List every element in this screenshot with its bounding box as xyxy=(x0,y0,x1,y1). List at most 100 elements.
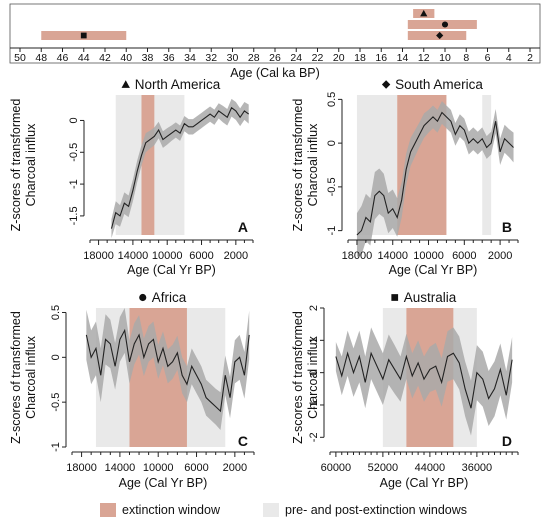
y-axis-label: Z-scores of transformed xyxy=(9,311,23,444)
panel-title-text: Australia xyxy=(404,290,457,305)
x-tick-label: 6000 xyxy=(184,462,208,474)
panel-south-america: South America B Z-scores of transformed … xyxy=(291,77,519,277)
confidence-band xyxy=(335,327,513,436)
y-tick-label: -1 xyxy=(50,442,62,452)
panel-australia: Australia D Z-scores of transformed Char… xyxy=(291,290,519,490)
legend-extinction-label: extinction window xyxy=(122,503,221,517)
timeline-tick-label: 34 xyxy=(184,52,196,64)
timeline-tick-label: 48 xyxy=(35,52,47,64)
panel-title-text: South America xyxy=(395,77,483,92)
timeline-tick-label: 44 xyxy=(78,52,90,64)
timeline-frame xyxy=(9,3,541,64)
timeline-tick-label: 14 xyxy=(397,52,409,64)
y-tick-label: 0.5 xyxy=(326,92,338,107)
timeline-triangle-icon xyxy=(420,9,428,17)
panel-title: Australia xyxy=(391,290,457,305)
circle-icon xyxy=(139,293,147,302)
series-line xyxy=(356,111,514,236)
x-tick-label: 6000 xyxy=(189,250,213,262)
timeline-tick-label: 2 xyxy=(527,52,533,64)
age-timeline: 50 48 46 44 42 40 38 36 34 32 30 28 26 24 22 20 18 16 14 12… xyxy=(9,3,541,80)
timeline-tick-label: 38 xyxy=(142,52,154,64)
y-tick-label: -1 xyxy=(308,400,320,410)
y-tick-label: -0.5 xyxy=(326,177,338,196)
timeline-tick-label: 10 xyxy=(439,52,451,64)
panel-title: North America xyxy=(121,77,221,92)
timeline-diamond-icon xyxy=(436,31,444,40)
timeline-tick-label: 18 xyxy=(354,52,366,64)
y-tick-label: -1 xyxy=(326,226,338,236)
x-tick-label: 36000 xyxy=(462,462,493,474)
y-axis-label-line2: Charcoal influx xyxy=(306,335,320,418)
x-tick-label: 6000 xyxy=(452,250,476,262)
timeline-square-icon xyxy=(80,32,87,39)
circle-marker xyxy=(139,293,147,302)
x-tick-label: 60000 xyxy=(321,462,352,474)
diamond-icon xyxy=(381,80,391,89)
y-tick-label: 0 xyxy=(68,117,80,123)
timeline-tick-label: 6 xyxy=(485,52,491,64)
triangle-marker xyxy=(121,80,130,88)
y-tick-label: 2 xyxy=(308,305,320,311)
x-tick-label: 10000 xyxy=(413,250,444,262)
panel-title: Africa xyxy=(139,290,187,305)
timeline-tick-label: 12 xyxy=(418,52,430,64)
timeline-tick-label: 46 xyxy=(57,52,69,64)
timeline-ranges xyxy=(41,9,477,40)
x-tick-label: 18000 xyxy=(83,250,114,262)
timeline-ticks: 50 48 46 44 42 40 38 36 34 32 30 28 26 24 22 20 18 16 14 12… xyxy=(14,48,533,64)
timeline-tick-label: 26 xyxy=(269,52,281,64)
timeline-tick-label: 50 xyxy=(14,52,26,64)
timeline-tick-label: 24 xyxy=(290,52,302,64)
x-axis-label: Age (Cal Yr BP) xyxy=(389,263,478,277)
y-axis-label-line2: Charcoal influx xyxy=(306,123,320,206)
x-tick-label: 44000 xyxy=(415,462,446,474)
legend: extinction window pre- and post-extincti… xyxy=(100,503,467,517)
y-tick-label: -1.5 xyxy=(68,206,80,225)
panel-letter: C xyxy=(238,433,248,449)
diamond-marker xyxy=(381,80,391,89)
panel-letter: D xyxy=(502,433,512,449)
timeline-tick-label: 22 xyxy=(312,52,324,64)
timeline-tick-label: 28 xyxy=(248,52,260,64)
x-tick-label: 14000 xyxy=(105,462,136,474)
series-line xyxy=(335,351,513,409)
panel-letter: B xyxy=(502,219,512,235)
timeline-tick-label: 4 xyxy=(506,52,512,64)
timeline-tick-label: 30 xyxy=(227,52,239,64)
timeline-tick-label: 36 xyxy=(163,52,175,64)
y-axis-label-line2: Charcoal influx xyxy=(24,335,38,418)
y-tick-label: -0.5 xyxy=(68,143,80,162)
prepost-window xyxy=(482,95,492,235)
x-axis-label: Age (Cal Yr BP) xyxy=(380,476,469,490)
y-tick-label: -1 xyxy=(68,179,80,189)
series-line xyxy=(110,106,250,229)
y-tick-label: 0 xyxy=(308,370,320,376)
panel-letter: A xyxy=(238,219,248,235)
confidence-band xyxy=(111,98,249,239)
x-tick-label: 2000 xyxy=(223,462,247,474)
square-marker xyxy=(391,294,399,301)
timeline-circle-icon xyxy=(441,21,449,28)
timeline-xlabel: Age (Cal ka BP) xyxy=(230,66,320,80)
x-tick-label: 14000 xyxy=(377,250,408,262)
timeline-tick-label: 40 xyxy=(120,52,132,64)
x-tick-label: 14000 xyxy=(118,250,149,262)
panel-africa: Africa C Z-scores of transformed Charcoa… xyxy=(9,290,255,490)
x-tick-label: 18000 xyxy=(66,462,97,474)
timeline-tick-label: 32 xyxy=(205,52,217,64)
extinction-window xyxy=(141,95,155,235)
legend-prepost-label: pre- and post-extinction windows xyxy=(285,503,467,517)
x-tick-label: 52000 xyxy=(368,462,399,474)
y-axis-label: Z-scores of transformed xyxy=(9,99,23,232)
square-icon xyxy=(391,294,399,301)
y-axis-label: Z-scores of transformed xyxy=(291,99,305,232)
legend-prepost-swatch xyxy=(263,503,279,517)
y-tick-label: -0.5 xyxy=(50,393,62,412)
x-tick-label: 2000 xyxy=(488,250,512,262)
panel-title-text: Africa xyxy=(152,290,187,305)
timeline-tick-label: 42 xyxy=(99,52,111,64)
y-tick-label: 0.5 xyxy=(50,305,62,320)
y-tick-label: 0 xyxy=(326,140,338,146)
legend-extinction-swatch xyxy=(100,503,116,517)
